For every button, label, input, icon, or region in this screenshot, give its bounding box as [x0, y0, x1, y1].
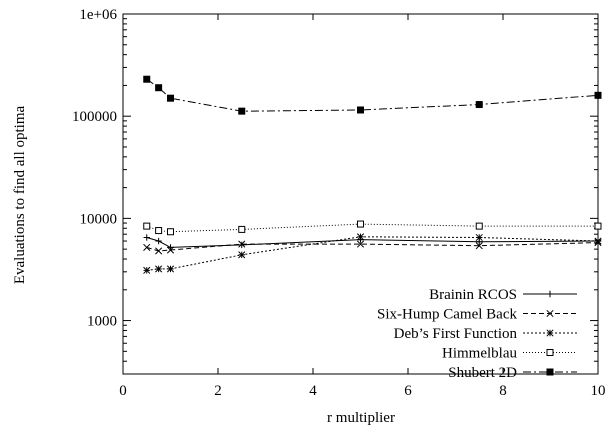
- data-point-open-square: [546, 349, 554, 356]
- x-tick-label: 2: [214, 383, 222, 399]
- data-point-plus: [238, 241, 245, 249]
- legend-item: Six-Hump Camel Back: [377, 307, 577, 323]
- data-point-filled-square: [546, 368, 554, 376]
- y-axis-label: Evaluations to find all optima: [12, 106, 28, 285]
- x-axis-label: r multiplier: [327, 410, 395, 426]
- data-point-plus: [546, 290, 554, 298]
- data-point-star: [155, 265, 163, 273]
- data-point-cross: [166, 246, 175, 254]
- legend-label: Shubert 2D: [448, 365, 517, 381]
- x-axis-ticks: 0 2 4 6 8 10: [119, 14, 606, 399]
- x-tick-label: 6: [404, 383, 412, 399]
- legend-item: Deb’s First Function: [394, 326, 577, 342]
- y-tick-label: 1e+06: [79, 7, 117, 23]
- series-line: [146, 78, 599, 112]
- data-point-open-square: [143, 222, 151, 230]
- data-point-cross: [238, 240, 246, 248]
- data-point-filled-square: [155, 84, 163, 92]
- data-point-cross: [546, 309, 554, 318]
- data-point-cross: [356, 240, 365, 248]
- series-deb-s-first-function: [143, 233, 602, 274]
- legend-item: Shubert 2D: [448, 365, 577, 381]
- legend-label: Brainin RCOS: [429, 287, 517, 303]
- plot-frame: [122, 13, 599, 375]
- y-tick-label: 10000: [80, 211, 118, 227]
- data-point-cross: [155, 247, 163, 255]
- y-axis-ticks: 1000 10000 100000 1e+06: [72, 7, 598, 375]
- y-tick-label: 100000: [72, 109, 117, 125]
- data-point-plus: [155, 237, 162, 245]
- data-point-open-square: [155, 227, 163, 235]
- x-tick-label: 10: [591, 383, 606, 399]
- data-point-plus: [143, 234, 150, 241]
- legend-label: Himmelblau: [442, 346, 517, 362]
- data-point-star: [166, 265, 175, 273]
- legend-label: Six-Hump Camel Back: [377, 307, 517, 323]
- series-shubert-2d: [143, 75, 602, 115]
- data-point-star: [546, 329, 554, 337]
- data-point-filled-square: [143, 75, 151, 83]
- data-point-star: [356, 233, 365, 241]
- series-layer: [143, 75, 602, 274]
- legend-label: Deb’s First Function: [394, 326, 518, 342]
- series-line: [146, 223, 598, 233]
- data-point-star: [143, 266, 151, 274]
- data-point-cross: [475, 242, 483, 250]
- data-point-cross: [143, 243, 151, 251]
- data-point-filled-square: [167, 94, 174, 102]
- data-point-open-square: [238, 225, 246, 233]
- data-point-star: [475, 233, 483, 242]
- data-point-filled-square: [594, 91, 602, 99]
- legend: Brainin RCOS Six-Hump Camel Back Deb’s Fir…: [377, 287, 577, 381]
- data-point-star: [594, 237, 602, 245]
- data-point-open-square: [357, 220, 364, 228]
- x-tick-label: 8: [499, 383, 507, 399]
- series-himmelblau: [143, 220, 602, 236]
- data-point-open-square: [167, 228, 174, 236]
- series-line: [146, 242, 599, 252]
- x-tick-label: 4: [309, 383, 317, 399]
- series-six-hump-camel-back: [143, 238, 602, 255]
- x-tick-label: 0: [119, 383, 127, 399]
- data-point-filled-square: [238, 107, 246, 115]
- data-point-filled-square: [475, 101, 483, 109]
- data-point-open-square: [475, 222, 483, 230]
- y-tick-label: 1000: [87, 314, 117, 330]
- data-point-open-square: [594, 222, 602, 230]
- data-point-filled-square: [357, 106, 364, 114]
- data-point-star: [238, 251, 246, 259]
- plot-border: [122, 13, 599, 375]
- legend-item: Brainin RCOS: [429, 287, 577, 303]
- legend-item: Himmelblau: [442, 346, 577, 362]
